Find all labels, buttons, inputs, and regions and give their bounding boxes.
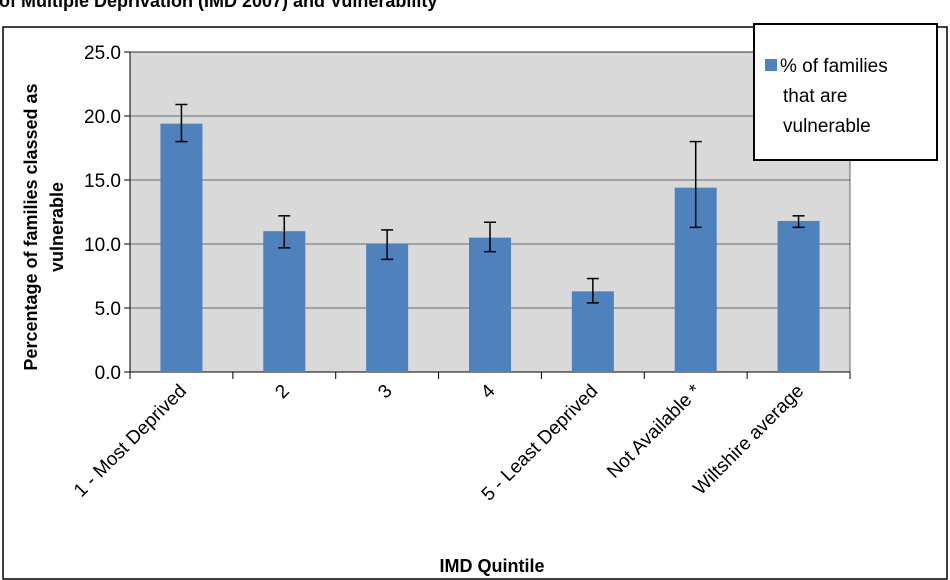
y-tick-label: 10.0 (84, 235, 121, 256)
bar (777, 220, 820, 372)
legend-label-line: vulnerable (783, 116, 871, 137)
bar (160, 123, 203, 373)
bar (366, 244, 409, 372)
chart-title: x of Multiple Deprivation (IMD 2007) and… (0, 0, 437, 11)
bar (263, 231, 306, 372)
chart-frame (2, 26, 948, 580)
y-tick-label: 5.0 (95, 299, 121, 320)
y-tick-label: 15.0 (84, 171, 121, 192)
x-axis-title: IMD Quintile (440, 556, 545, 576)
legend-label: % of families that are vulnerable (780, 56, 888, 137)
bar (469, 237, 511, 372)
y-axis-title-line: vulnerable (47, 182, 67, 272)
legend-label-line: % of families (780, 56, 888, 77)
legend: % of families that are vulnerable (753, 23, 938, 161)
y-tick-label: 25.0 (84, 43, 121, 64)
legend-box (753, 23, 938, 161)
y-tick-label: 0.0 (95, 363, 121, 384)
bar (571, 291, 614, 372)
legend-swatch (765, 59, 777, 71)
y-tick-label: 20.0 (84, 107, 121, 128)
y-axis-title: Percentage of families classed as vulnera… (21, 83, 67, 370)
legend-label-line: that are (783, 86, 847, 107)
y-axis-title-line: Percentage of families classed as (21, 83, 41, 370)
